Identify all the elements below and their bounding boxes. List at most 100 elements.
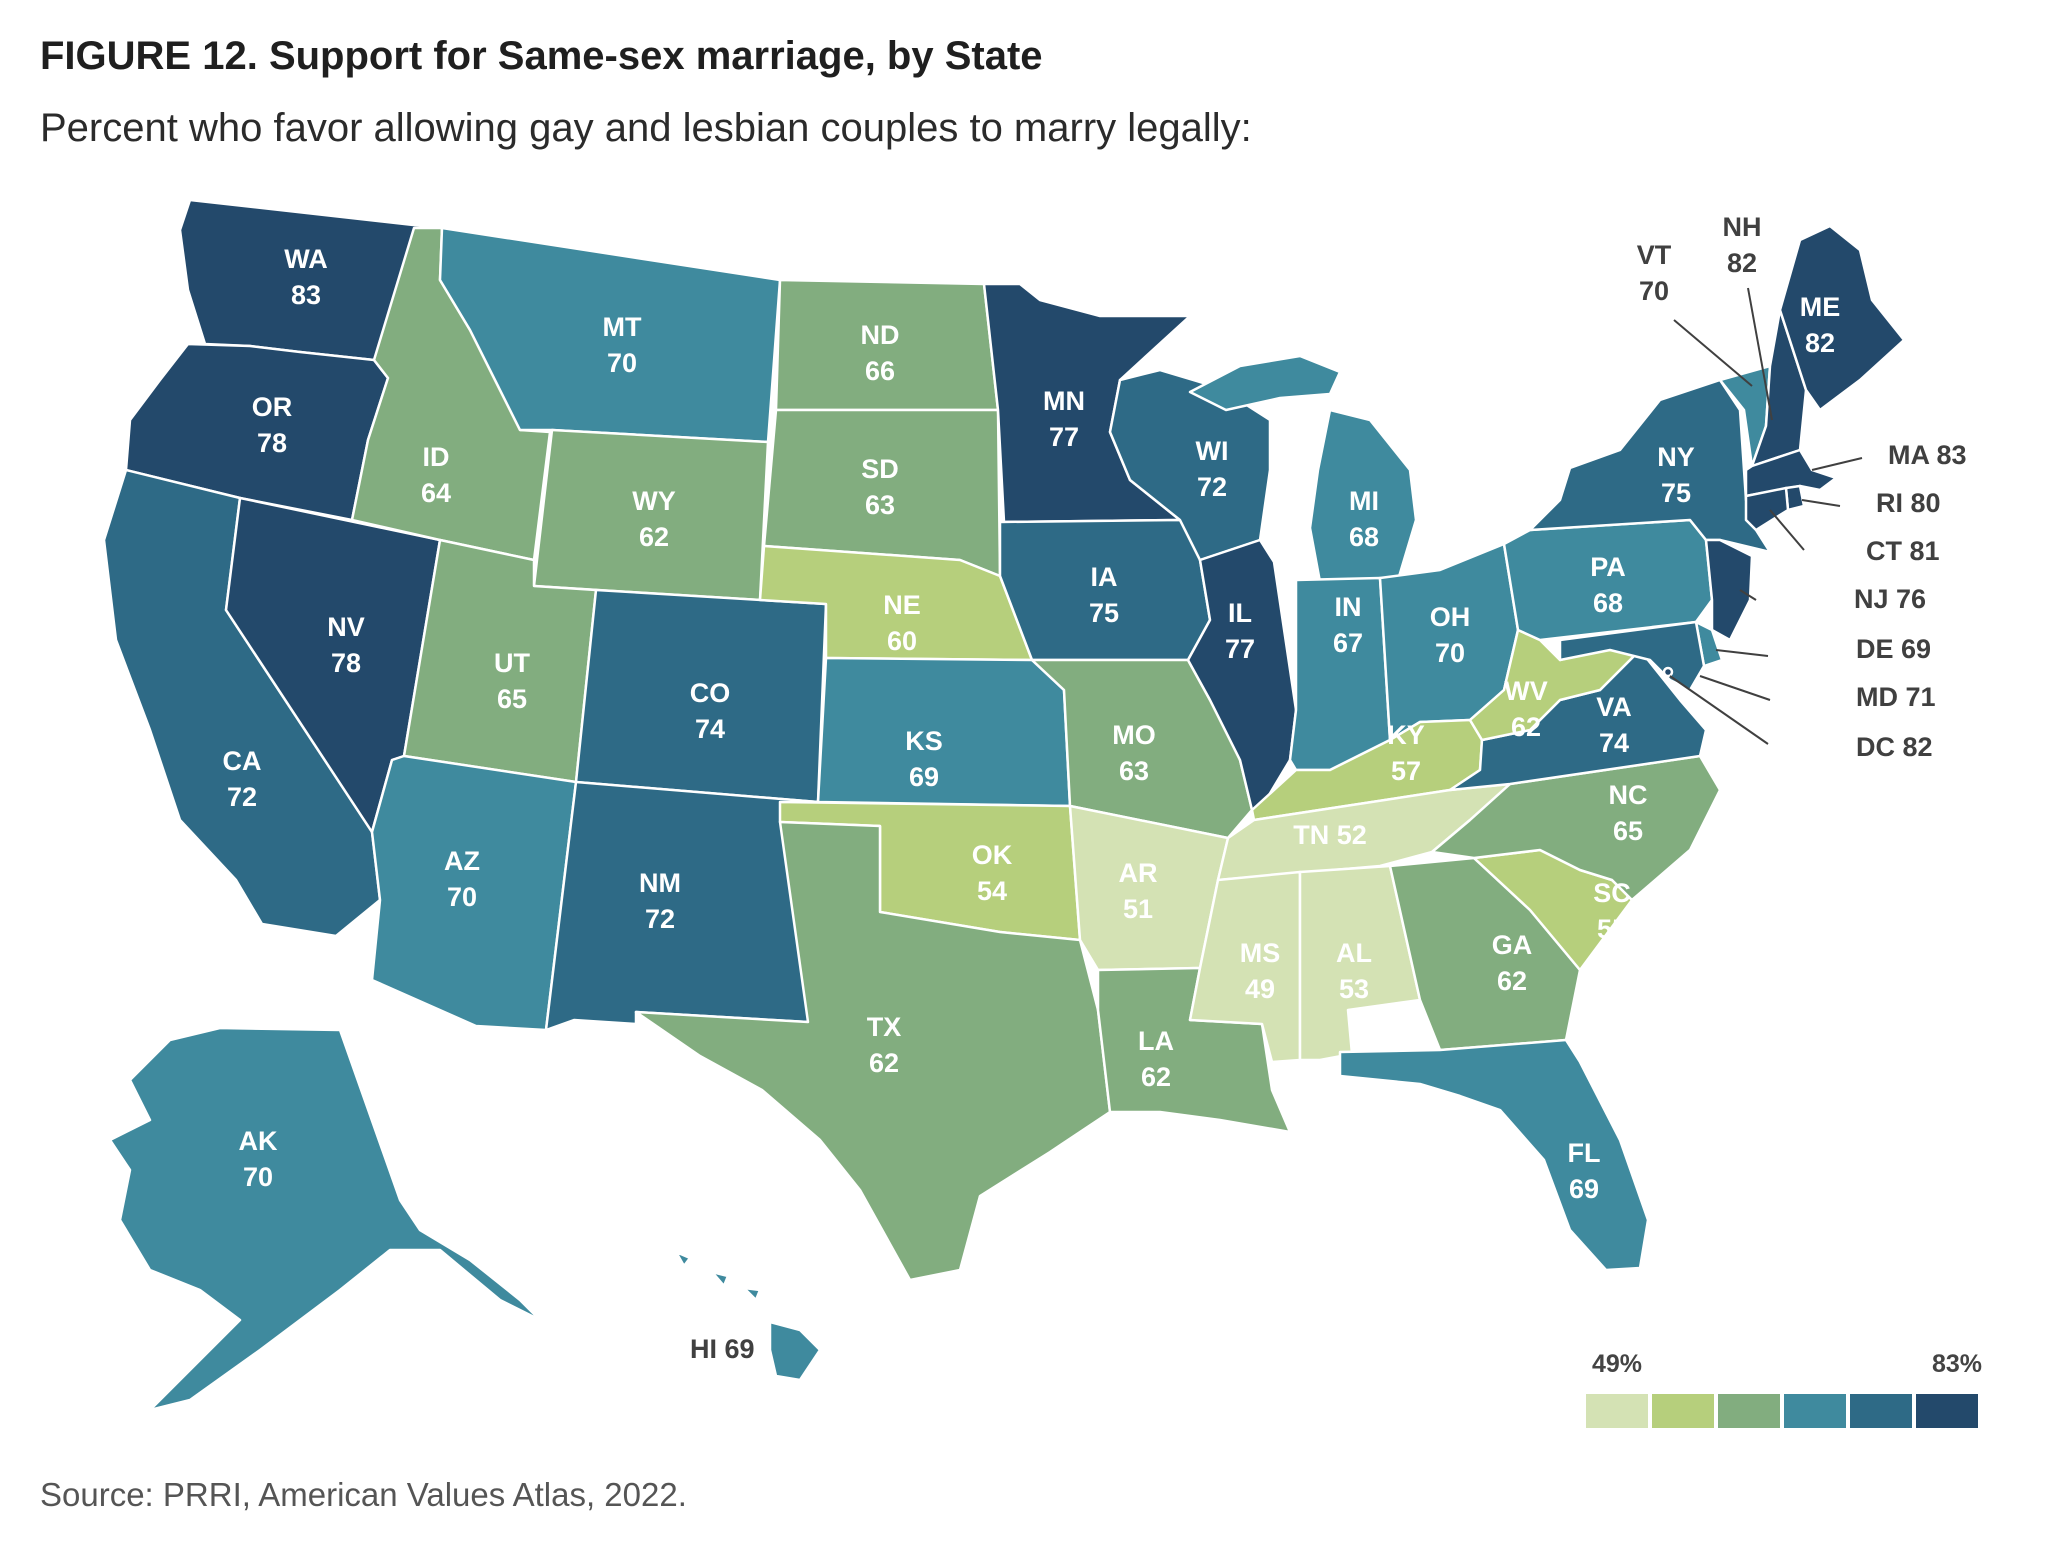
state-label-ar: AR (1119, 858, 1158, 888)
state-value-ia: 75 (1089, 598, 1119, 628)
callout-label-ct: CT 81 (1866, 536, 1940, 566)
source-note: Source: PRRI, American Values Atlas, 202… (40, 1476, 687, 1513)
state-value-ny: 75 (1661, 478, 1691, 508)
state-shape-ct[interactable] (1744, 486, 1790, 532)
figure-subtitle: Percent who favor allowing gay and lesbi… (40, 106, 1252, 150)
state-label-ak: AK (239, 1126, 278, 1156)
callout-value-nh: 82 (1727, 248, 1757, 278)
state-shape-fl[interactable] (1338, 1038, 1650, 1272)
state-value-nd: 66 (865, 356, 895, 386)
state-callouts: VT 70 NH 82 MA 83 RI 80 CT 81 NJ 76 DE 69 MD 71 DC… (690, 212, 1967, 1364)
legend: 49% 83% (1586, 1350, 1982, 1432)
state-shape-nj[interactable] (1704, 538, 1754, 642)
state-value-in: 67 (1333, 628, 1363, 658)
state-label-al: AL (1336, 938, 1372, 968)
legend-min-label: 49% (1592, 1350, 1643, 1378)
callout-label-dc: DC 82 (1856, 732, 1933, 762)
state-value-ak: 70 (243, 1162, 273, 1192)
state-value-ne: 60 (887, 626, 917, 656)
state-value-ca: 72 (227, 782, 257, 812)
callout-value-vt: 70 (1639, 276, 1669, 306)
state-label-nc: NC (1609, 780, 1648, 810)
state-label-oh: OH (1430, 602, 1471, 632)
state-shape-ak[interactable] (108, 1026, 542, 1412)
state-value-mt: 70 (607, 348, 637, 378)
state-value-ky: 57 (1391, 756, 1421, 786)
state-value-il: 77 (1225, 634, 1255, 664)
state-value-ms: 49 (1245, 974, 1275, 1004)
state-label-ms: MS (1240, 938, 1281, 968)
state-label-me: ME (1800, 292, 1841, 322)
callout-label-ri: RI 80 (1876, 488, 1941, 518)
state-label-mi: MI (1349, 486, 1379, 516)
legend-swatch-5 (1850, 1394, 1912, 1428)
state-value-tx: 62 (869, 1048, 899, 1078)
state-label-in: IN (1335, 592, 1362, 622)
state-value-sd: 63 (865, 490, 895, 520)
state-label-ne: NE (883, 590, 921, 620)
legend-swatch-6 (1916, 1394, 1978, 1428)
state-label-ga: GA (1492, 930, 1533, 960)
state-value-mo: 63 (1119, 756, 1149, 786)
state-label-ca: CA (223, 746, 262, 776)
state-value-mn: 77 (1049, 422, 1079, 452)
state-label-mt: MT (603, 312, 642, 342)
state-label-id: ID (423, 442, 450, 472)
state-label-ky: KY (1387, 720, 1425, 750)
state-label-wi: WI (1196, 436, 1229, 466)
state-label-sc: SC (1593, 878, 1631, 908)
figure-title: FIGURE 12. Support for Same-sex marriage… (40, 34, 1043, 78)
legend-swatch-2 (1652, 1394, 1714, 1428)
state-shape-ks[interactable] (816, 656, 1072, 808)
state-value-oh: 70 (1435, 638, 1465, 668)
state-label-ut: UT (494, 648, 530, 678)
state-value-wy: 62 (639, 522, 669, 552)
state-value-pa: 68 (1593, 588, 1623, 618)
state-labels: WA 83 OR 78 CA 72 NV 78 ID 64 MT 70 WY 62 UT 65 AZ 70 CO 74… (223, 244, 1841, 1204)
state-value-fl: 69 (1569, 1174, 1599, 1204)
state-value-wv: 62 (1511, 712, 1541, 742)
callout-label-nj: NJ 76 (1854, 584, 1926, 614)
state-value-la: 62 (1141, 1062, 1171, 1092)
state-label-tx: TX (867, 1012, 902, 1042)
state-value-sc: 55 (1597, 914, 1627, 944)
state-label-ny: NY (1657, 442, 1695, 472)
state-value-nv: 78 (331, 648, 361, 678)
state-value-wi: 72 (1197, 472, 1227, 502)
state-label-az: AZ (444, 846, 480, 876)
callout-label-hi: HI 69 (690, 1334, 755, 1364)
state-label-ia: IA (1091, 562, 1118, 592)
state-label-il: IL (1228, 598, 1252, 628)
callout-label-vt: VT (1637, 240, 1672, 270)
state-label-pa: PA (1590, 552, 1626, 582)
state-value-ar: 51 (1123, 894, 1153, 924)
state-value-al: 53 (1339, 974, 1369, 1004)
state-shape-dc[interactable] (1662, 666, 1674, 678)
state-value-id: 64 (421, 478, 451, 508)
state-value-nm: 72 (645, 904, 675, 934)
state-shape-tx[interactable] (634, 820, 1112, 1282)
state-value-ok: 54 (977, 876, 1007, 906)
legend-color-scale (1586, 1394, 1978, 1428)
callout-label-ma: MA 83 (1888, 440, 1967, 470)
state-value-az: 70 (447, 882, 477, 912)
state-label-nv: NV (327, 612, 365, 642)
state-shape-me[interactable] (1778, 224, 1906, 412)
callout-label-de: DE 69 (1856, 634, 1931, 664)
state-value-ga: 62 (1497, 966, 1527, 996)
state-label-wy: WY (632, 486, 676, 516)
state-value-or: 78 (257, 428, 287, 458)
state-value-ut: 65 (497, 684, 527, 714)
state-label-wv: WV (1504, 676, 1548, 706)
state-label-mn: MN (1043, 386, 1085, 416)
state-shape-hi[interactable] (674, 1250, 822, 1382)
state-label-mo: MO (1112, 720, 1156, 750)
state-label-wa: WA (284, 244, 328, 274)
state-label-nm: NM (639, 868, 681, 898)
legend-swatch-1 (1586, 1394, 1648, 1428)
state-label-fl: FL (1568, 1138, 1601, 1168)
state-value-va: 74 (1599, 728, 1629, 758)
state-shape-nm[interactable] (544, 780, 820, 1032)
state-value-co: 74 (695, 714, 725, 744)
